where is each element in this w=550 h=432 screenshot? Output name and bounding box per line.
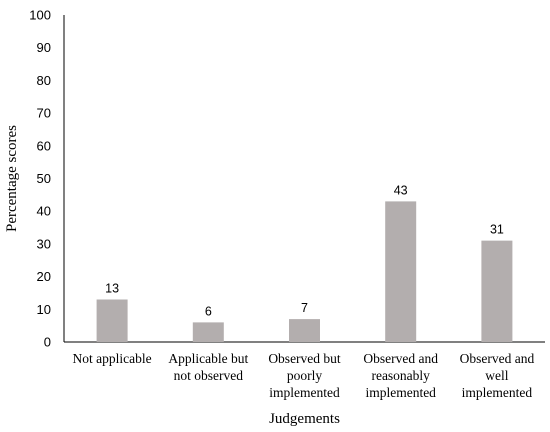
bar [385, 201, 417, 342]
y-tick-label: 0 [44, 335, 51, 350]
bar [192, 322, 224, 342]
data-label: 6 [205, 304, 212, 318]
data-label: 31 [490, 223, 504, 237]
bars [96, 201, 513, 342]
category-label: Observed but poorly implemented [268, 351, 341, 400]
data-labels: 13 6 7 43 31 [105, 183, 504, 318]
y-tick-label: 100 [29, 8, 51, 23]
category-label: Observed and reasonably implemented [363, 351, 438, 400]
y-tick-label: 60 [37, 138, 51, 153]
bar [96, 299, 128, 342]
y-tick-label: 50 [37, 171, 51, 186]
bar [289, 319, 320, 342]
x-axis-title: Judgements [269, 411, 340, 427]
y-tick-labels: 0 10 20 30 40 50 60 70 80 90 100 [29, 8, 51, 350]
data-label: 7 [301, 301, 308, 315]
y-tick-label: 80 [37, 73, 51, 88]
y-tick-label: 90 [37, 40, 51, 55]
category-label: Applicable but not observed [168, 351, 248, 383]
y-axis-title: Percentage scores [4, 125, 20, 232]
data-label: 13 [105, 281, 119, 295]
y-tick-label: 10 [37, 302, 51, 317]
y-tick-label: 70 [37, 106, 51, 121]
y-tick-label: 20 [37, 269, 51, 284]
category-label: Not applicable [73, 351, 152, 366]
y-tick-label: 40 [37, 204, 51, 219]
y-tick-label: 30 [37, 236, 51, 251]
category-label: Observed and well implemented [460, 351, 535, 400]
data-label: 43 [394, 183, 408, 197]
category-labels: Not applicable Applicable but not observed… [73, 351, 535, 400]
bar [481, 240, 513, 342]
